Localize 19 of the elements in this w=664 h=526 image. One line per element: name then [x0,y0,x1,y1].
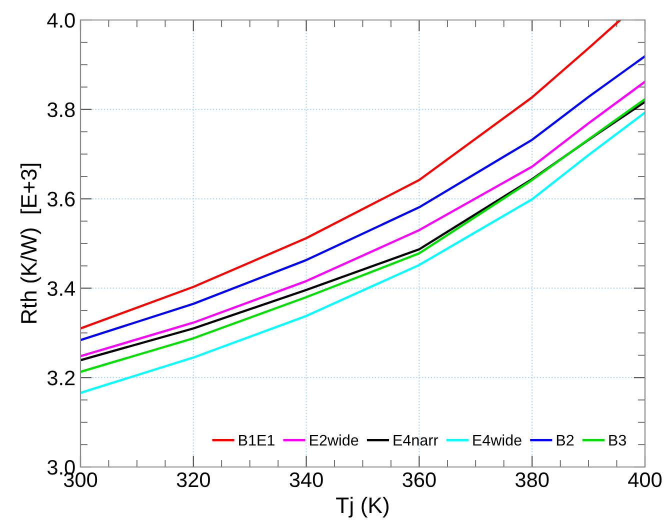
legend-label: B2 [556,434,574,446]
y-tick-label: 3.4 [47,281,76,296]
legend-label: B3 [609,434,626,446]
legend-label: E4narr [394,434,438,446]
legend-label: B1E1 [239,434,274,446]
x-tick-label: 320 [176,472,210,488]
x-tick-label: 360 [402,472,436,488]
x-tick-label: 340 [290,472,323,488]
y-axis-title: Rth (K/W) [E+3] [20,164,42,323]
legend-label: E2wide [310,434,358,446]
line-series [80,20,622,330]
y-tick-label: 3.6 [47,192,75,207]
x-tick-label: 380 [516,472,549,488]
x-tick-label: 400 [628,472,662,488]
legend-label: E4wide [473,434,522,446]
y-tick-label: 3.8 [47,102,75,118]
x-axis-title: Tj (K) [336,496,389,518]
y-tick-label: 3.2 [47,370,75,386]
y-tick-label: 4.0 [47,13,75,28]
